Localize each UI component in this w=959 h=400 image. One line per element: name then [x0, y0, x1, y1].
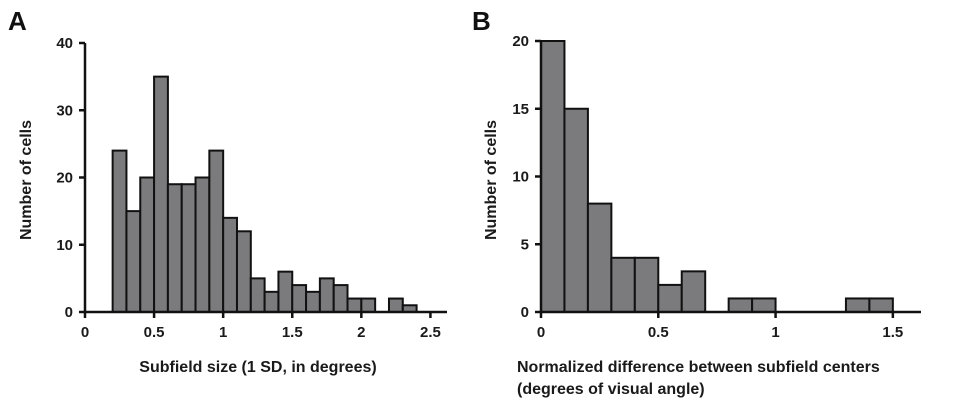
panel-b-bar-8 — [751, 297, 777, 314]
panel-a-bar-0 — [111, 149, 128, 313]
panel-a-x-tick-label-0: 0 — [81, 324, 89, 341]
panel-b-bar-9 — [844, 297, 871, 314]
panel-a-bar-13 — [291, 284, 308, 314]
panel-a-bar-3 — [153, 75, 169, 313]
panel-letter-b: B — [472, 6, 491, 36]
panel-b-y-tick-label-4: 20 — [512, 33, 529, 50]
panel-b-y-ticks: 0 5 10 15 20 — [512, 33, 541, 321]
panel-a-x-tick-label-2: 1 — [219, 324, 227, 341]
panel-a-x-ticks: 0 0.5 1 1.5 2 2.5 — [81, 312, 441, 341]
panel-a-bar-6 — [194, 176, 211, 313]
panel-a-y-tick-label-1: 10 — [56, 237, 73, 254]
panel-b-bar-0 — [540, 40, 566, 313]
panel-a-bar-2 — [139, 176, 156, 313]
panel-b-bar-6 — [680, 270, 707, 314]
panel-b-x-tick-label-1: 0.5 — [648, 324, 669, 341]
panel-a-bar-4 — [166, 183, 183, 314]
panel-b-x-tick-label-0: 0 — [537, 324, 545, 341]
panel-b-y-axis-label: Number of cells — [483, 120, 500, 240]
panel-a: A 0 10 20 30 40 0 0.5 1 1.5 2 2.5 Number of cells… — [8, 6, 447, 376]
panel-a-bar-7 — [208, 149, 225, 313]
panel-a-bars — [111, 75, 418, 314]
panel-a-y-ticks: 0 10 20 30 40 — [56, 35, 85, 321]
panel-b-bar-10 — [868, 297, 894, 314]
panel-a-bar-16 — [332, 284, 349, 314]
panel-b-bar-4 — [633, 256, 660, 313]
panel-a-x-tick-label-5: 2.5 — [420, 324, 441, 341]
panel-a-y-tick-label-3: 30 — [56, 102, 73, 119]
panel-b-bars — [540, 40, 894, 314]
panel-a-x-axis-label: Subfield size (1 SD, in degrees) — [139, 359, 376, 376]
panel-b-x-tick-label-2: 1 — [771, 324, 779, 341]
panel-a-bar-19 — [387, 297, 404, 313]
panel-letter-a: A — [8, 6, 27, 36]
panel-a-bar-8 — [222, 216, 238, 314]
panel-a-y-axis-label: Number of cells — [18, 120, 35, 240]
panel-a-bar-1 — [125, 210, 142, 313]
panel-b-y-tick-label-1: 5 — [521, 236, 529, 253]
panel-b-bar-5 — [657, 283, 683, 313]
panel-a-bar-10 — [249, 277, 266, 313]
panel-a-x-tick-label-4: 2 — [357, 324, 365, 341]
panel-a-bar-5 — [180, 183, 197, 314]
panel-b-x-axis-label: Normalized difference between subfield c… — [517, 359, 880, 376]
panel-b-x-axis-label-line-2: (degrees of visual angle) — [517, 381, 705, 398]
panel-b: B 0 5 10 15 20 0 0.5 1 1.5 Number of cells Norm… — [472, 6, 921, 398]
panel-b-y-tick-label-0: 0 — [521, 304, 529, 321]
panel-b-bar-3 — [610, 256, 636, 313]
panel-b-x-ticks: 0 0.5 1 1.5 — [537, 312, 903, 341]
panel-b-y-tick-label-3: 15 — [512, 101, 529, 118]
panel-b-bar-2 — [586, 202, 613, 314]
panel-a-y-tick-label-2: 20 — [56, 170, 73, 187]
panel-a-bar-18 — [360, 297, 377, 313]
panel-b-x-tick-label-3: 1.5 — [882, 324, 903, 341]
panel-a-bar-17 — [346, 297, 363, 313]
panel-a-x-tick-label-1: 0.5 — [144, 324, 165, 341]
panel-a-y-tick-label-0: 0 — [65, 304, 73, 321]
panel-a-bar-9 — [235, 230, 252, 313]
panel-a-x-tick-label-3: 1.5 — [282, 324, 303, 341]
panel-b-bar-7 — [727, 297, 754, 314]
panel-a-bar-15 — [318, 277, 335, 313]
panel-a-bar-14 — [305, 290, 321, 314]
panel-b-y-tick-label-2: 10 — [512, 169, 529, 186]
panel-a-y-tick-label-4: 40 — [56, 35, 73, 52]
panel-a-bar-12 — [277, 270, 294, 313]
panel-a-bar-11 — [263, 290, 280, 314]
panel-b-bar-1 — [563, 107, 589, 313]
